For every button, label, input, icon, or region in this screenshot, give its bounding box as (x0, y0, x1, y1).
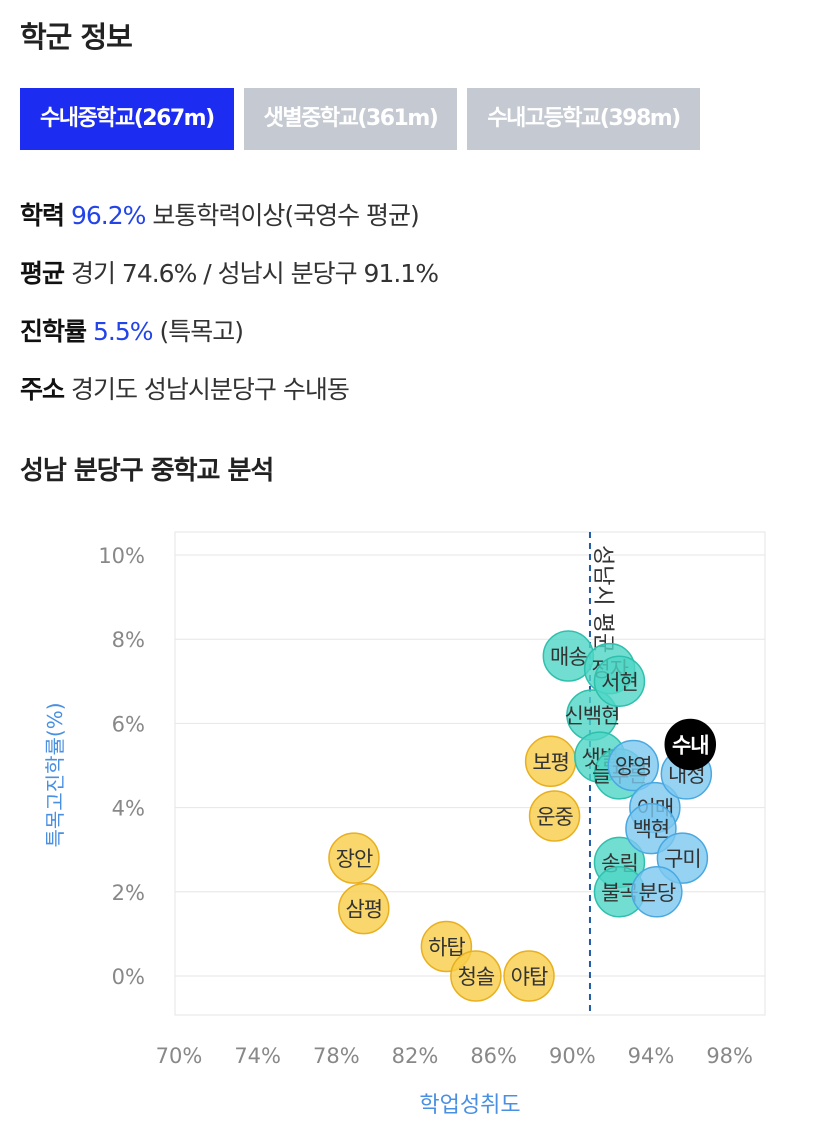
data-point (503, 950, 555, 1002)
data-point-label: 신백현 (564, 704, 619, 728)
data-point (338, 882, 390, 935)
data-point-label: 운중 (536, 805, 573, 829)
academic-value: 96.2% (70, 201, 146, 230)
average-row: 평균 경기 74.6% / 성남시 분당구 91.1% (20, 254, 439, 290)
y-axis-label: 특목고진학률(%) (43, 702, 67, 847)
scatter-chart: 10% 8% 6% 4% 2% 0% 70% 74% 78% 82% 86% 90% 94% 98% 학업성… (43, 531, 766, 1118)
data-point (607, 739, 659, 792)
x-tick-label: 90% (549, 1044, 596, 1068)
data-point-label: 청솔 (458, 965, 495, 989)
data-point-label: 매송 (550, 645, 587, 669)
tab-sunae-middle[interactable]: 수내중학교(267m) (20, 88, 234, 150)
data-point (528, 790, 581, 842)
x-tick-label: 78% (313, 1044, 360, 1068)
data-point-label: 구미 (664, 847, 701, 871)
address-desc: 경기도 성남시분당구 수내동 (70, 375, 350, 404)
reference-line-label: 성남시 평균 (590, 545, 615, 653)
page-title: 학군 정보 (20, 20, 133, 54)
data-point (593, 655, 646, 708)
data-point-label: 백현 (633, 818, 670, 842)
data-point-label: 하탑 (428, 936, 465, 960)
data-point-label: 삼평 (345, 898, 382, 922)
data-point-label: 양영 (615, 755, 652, 779)
y-tick-label: 4% (112, 797, 145, 821)
advance-value: 5.5% (92, 317, 154, 346)
x-tick-label: 94% (628, 1044, 675, 1068)
academic-label: 학력 (20, 201, 65, 230)
data-point (328, 832, 380, 884)
data-point (450, 950, 502, 1002)
y-tick-label: 10% (98, 544, 145, 568)
data-point (631, 866, 683, 918)
x-axis-label: 학업성취도 (419, 1093, 520, 1118)
data-point (664, 718, 717, 771)
tab-sunae-high[interactable]: 수내고등학교(398m) (467, 88, 700, 150)
address-row: 주소 경기도 성남시분당구 수내동 (20, 370, 350, 406)
academic-row: 학력 96.2% 보통학력이상(국영수 평균) (20, 196, 420, 232)
x-tick-label: 70% (156, 1044, 203, 1068)
x-tick-label: 82% (392, 1044, 439, 1068)
advance-label: 진학률 (20, 317, 87, 346)
average-label: 평균 (20, 259, 65, 288)
advance-desc: (특목고) (159, 317, 244, 346)
data-point-label: 장안 (336, 847, 373, 871)
tab-saetbyeol-middle[interactable]: 샛별중학교(361m) (243, 88, 458, 150)
x-tick-label: 74% (234, 1044, 281, 1068)
school-tabs: 수내중학교(267m) 샛별중학교(361m) 수내고등학교(398m) (20, 88, 801, 150)
academic-desc: 보통학력이상(국영수 평균) (152, 201, 419, 230)
data-point-label: 서현 (601, 670, 638, 694)
y-tick-label: 2% (112, 881, 145, 905)
data-point-label: 분당 (639, 881, 676, 905)
y-tick-label: 0% (112, 965, 145, 989)
average-desc: 경기 74.6% / 성남시 분당구 91.1% (70, 259, 439, 288)
chart-title: 성남 분당구 중학교 분석 (20, 456, 274, 486)
x-tick-label: 86% (470, 1044, 517, 1068)
x-tick-label: 98% (706, 1044, 753, 1068)
data-point-label: 보평 (532, 750, 569, 774)
y-tick-label: 8% (112, 628, 145, 652)
address-label: 주소 (20, 375, 65, 404)
advance-row: 진학률 5.5% (특목고) (20, 312, 244, 348)
y-tick-label: 6% (112, 712, 145, 736)
data-point-label: 수내 (672, 733, 709, 757)
data-point-label: 야탑 (511, 965, 548, 989)
